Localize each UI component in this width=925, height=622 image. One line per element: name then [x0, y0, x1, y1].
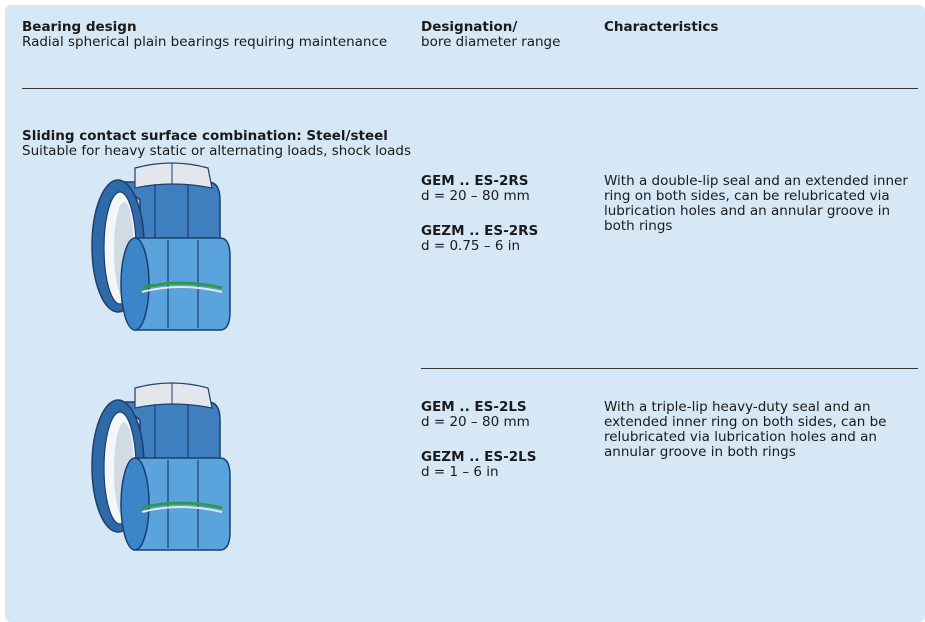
section-title: Sliding contact surface combination: Ste… [22, 128, 388, 144]
characteristics-line: ring on both sides, can be relubricated … [604, 188, 890, 204]
designation-code: GEM .. ES-2LS [421, 399, 527, 415]
bearing-illustration [90, 161, 232, 332]
characteristics-line: With a triple-lip heavy-duty seal and an [604, 399, 871, 415]
designation-range: d = 1 – 6 in [421, 464, 499, 480]
bearing-illustration [90, 381, 232, 552]
designation-code: GEZM .. ES-2RS [421, 223, 539, 239]
designation-range: d = 20 – 80 mm [421, 188, 530, 204]
designation-range: d = 0.75 – 6 in [421, 238, 521, 254]
designation-code: GEZM .. ES-2LS [421, 449, 537, 465]
column-title: Bearing design [22, 19, 137, 35]
designation-range: d = 20 – 80 mm [421, 414, 530, 430]
characteristics-line: both rings [604, 218, 673, 234]
characteristics-line: relubricated via lubrication holes and a… [604, 429, 877, 445]
section-subtitle: Suitable for heavy static or alternating… [22, 143, 412, 159]
characteristics-line: lubrication holes and an annular groove … [604, 203, 891, 219]
characteristics-line: extended inner ring on both sides, can b… [604, 414, 887, 430]
row-rule [421, 368, 918, 369]
column-subtitle: bore diameter range [421, 34, 561, 50]
characteristics-line: With a double-lip seal and an extended i… [604, 173, 908, 189]
header-rule [22, 88, 918, 89]
designation-code: GEM .. ES-2RS [421, 173, 529, 189]
column-title: Characteristics [604, 19, 719, 35]
column-title: Designation/ [421, 19, 518, 35]
characteristics-line: annular groove in both rings [604, 444, 796, 460]
column-subtitle: Radial spherical plain bearings requirin… [22, 34, 388, 50]
